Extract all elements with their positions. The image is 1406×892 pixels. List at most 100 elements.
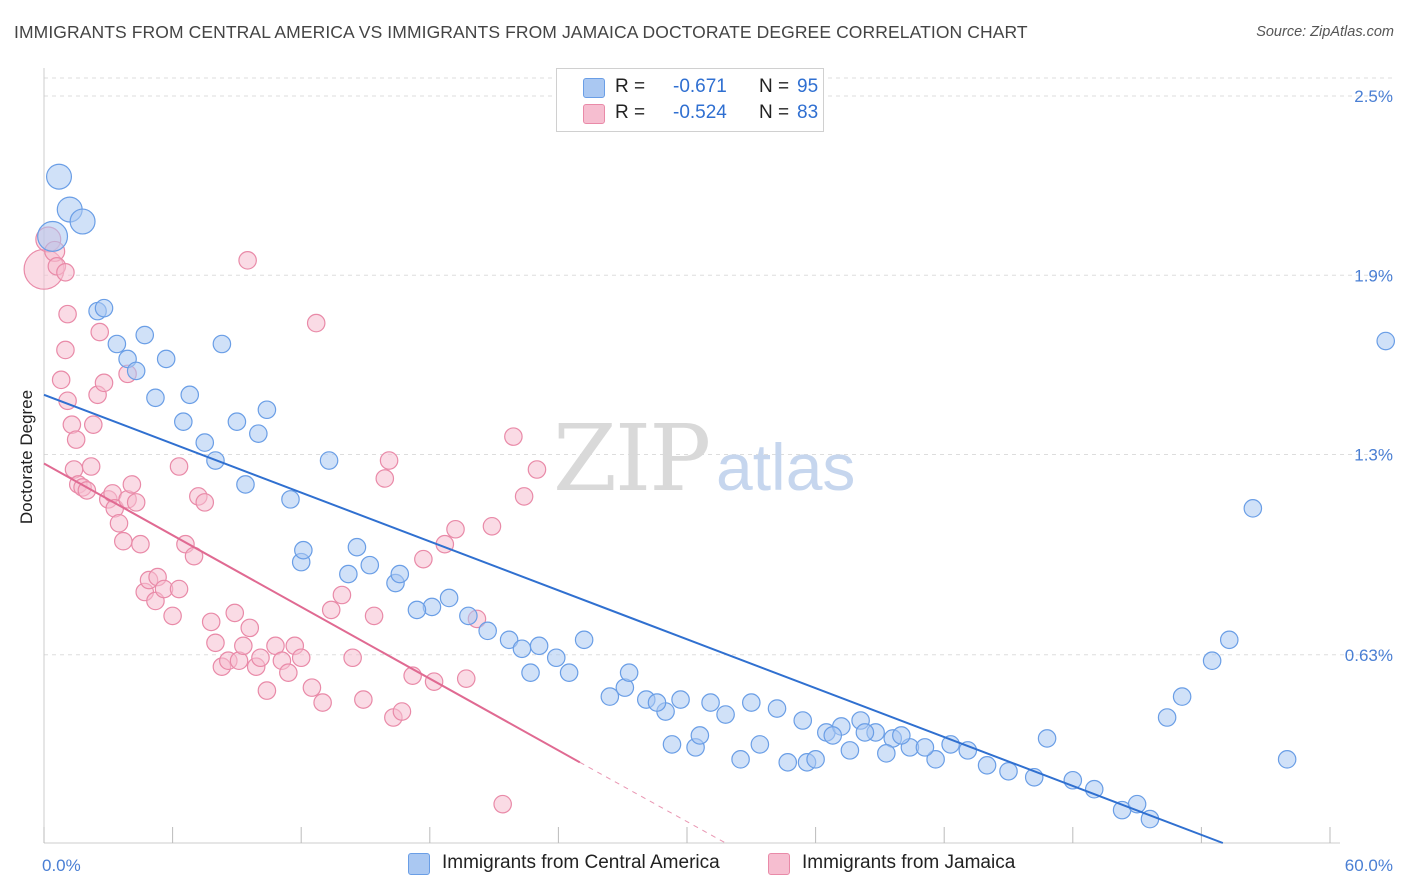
watermark-zip: ZIP <box>553 405 709 512</box>
legend-r-label: R = <box>615 76 646 97</box>
data-point <box>999 761 1018 781</box>
data-point <box>514 487 534 506</box>
data-point <box>114 531 133 551</box>
data-point <box>90 322 110 342</box>
data-point <box>306 313 326 333</box>
data-point <box>529 636 549 656</box>
legend-n-value: 95 <box>797 76 819 97</box>
data-point <box>212 334 232 354</box>
data-point <box>319 451 339 470</box>
data-point <box>671 690 690 709</box>
source-label: Source: ZipAtlas.com <box>1256 24 1394 40</box>
data-point <box>379 451 399 470</box>
grid <box>44 77 1395 656</box>
data-point <box>422 597 442 617</box>
data-point <box>66 430 86 449</box>
y-tick-label: 2.5% <box>1354 87 1393 106</box>
trend-line-jamaica-extension <box>579 761 726 844</box>
data-point <box>741 693 761 712</box>
data-point <box>249 424 268 443</box>
data-point <box>750 735 770 754</box>
data-point <box>1376 331 1396 351</box>
data-point <box>456 669 476 688</box>
data-point <box>107 334 127 354</box>
data-point <box>225 603 245 623</box>
data-point <box>131 534 150 554</box>
data-point <box>521 663 540 682</box>
data-point <box>291 648 311 668</box>
data-point <box>364 606 384 626</box>
data-point <box>135 325 155 345</box>
correlation-legend: R = -0.671 N = 95 R = -0.524 N = 83 <box>556 68 824 132</box>
data-point <box>122 475 142 494</box>
legend-swatch-pink <box>768 853 790 875</box>
data-point <box>294 540 313 560</box>
data-point <box>236 475 255 494</box>
x-tick-label: 0.0% <box>42 856 81 875</box>
trend-line-central-america <box>43 393 1224 844</box>
data-point <box>877 744 896 763</box>
legend-n-value: 83 <box>797 102 819 123</box>
data-point <box>201 612 221 632</box>
data-point <box>279 663 298 682</box>
data-point <box>343 648 362 668</box>
chart-title: IMMIGRANTS FROM CENTRAL AMERICA VS IMMIG… <box>14 22 1028 42</box>
data-point <box>574 630 594 650</box>
data-point <box>163 606 182 626</box>
data-point <box>126 361 146 381</box>
data-point <box>234 636 253 656</box>
data-point <box>81 457 101 476</box>
data-point <box>716 705 735 724</box>
data-point <box>146 388 165 408</box>
y-tick-label: 1.9% <box>1354 266 1393 285</box>
legend-r-label: R = <box>615 102 646 123</box>
legend-swatch-pink <box>583 104 605 124</box>
data-point <box>227 412 247 431</box>
data-point <box>56 262 75 282</box>
data-point <box>493 794 512 814</box>
data-point <box>1277 750 1297 769</box>
data-point <box>546 648 566 668</box>
data-point <box>915 738 935 757</box>
data-point <box>778 753 798 772</box>
data-point <box>499 630 519 650</box>
data-point <box>701 693 720 712</box>
data-point <box>302 678 322 697</box>
data-point <box>600 687 620 706</box>
data-point <box>169 457 189 476</box>
data-point <box>926 750 945 769</box>
data-point <box>238 251 257 270</box>
y-tick-label: 1.3% <box>1354 446 1393 465</box>
data-point <box>360 555 380 575</box>
data-point <box>392 702 412 721</box>
data-point <box>56 340 75 360</box>
data-point <box>58 304 77 324</box>
data-point <box>347 537 367 557</box>
data-point <box>1157 708 1177 727</box>
data-point <box>375 469 395 488</box>
data-point <box>414 549 433 569</box>
data-point <box>823 726 843 745</box>
y-tick-label: 0.63% <box>1345 646 1393 665</box>
data-point <box>527 460 547 479</box>
data-point <box>855 723 875 742</box>
data-point <box>390 564 410 584</box>
legend-r-value: -0.524 <box>673 102 727 123</box>
data-point <box>195 433 215 452</box>
tick-labels: 0.63% 1.3% 1.9% 2.5% 0.0% 60.0% <box>42 87 1393 875</box>
data-point <box>45 163 73 190</box>
data-point <box>195 493 215 512</box>
data-point <box>354 690 373 709</box>
data-point <box>690 726 710 745</box>
watermark: ZIP atlas <box>553 405 855 512</box>
data-point <box>1172 687 1192 706</box>
series-legend: Immigrants from Central America Immigran… <box>0 852 1406 878</box>
data-point <box>51 370 71 390</box>
data-point <box>793 711 813 730</box>
data-point <box>504 427 523 446</box>
data-point <box>407 600 427 620</box>
data-point <box>251 648 270 668</box>
legend-r-value: -0.671 <box>673 76 727 97</box>
data-point <box>169 579 189 599</box>
